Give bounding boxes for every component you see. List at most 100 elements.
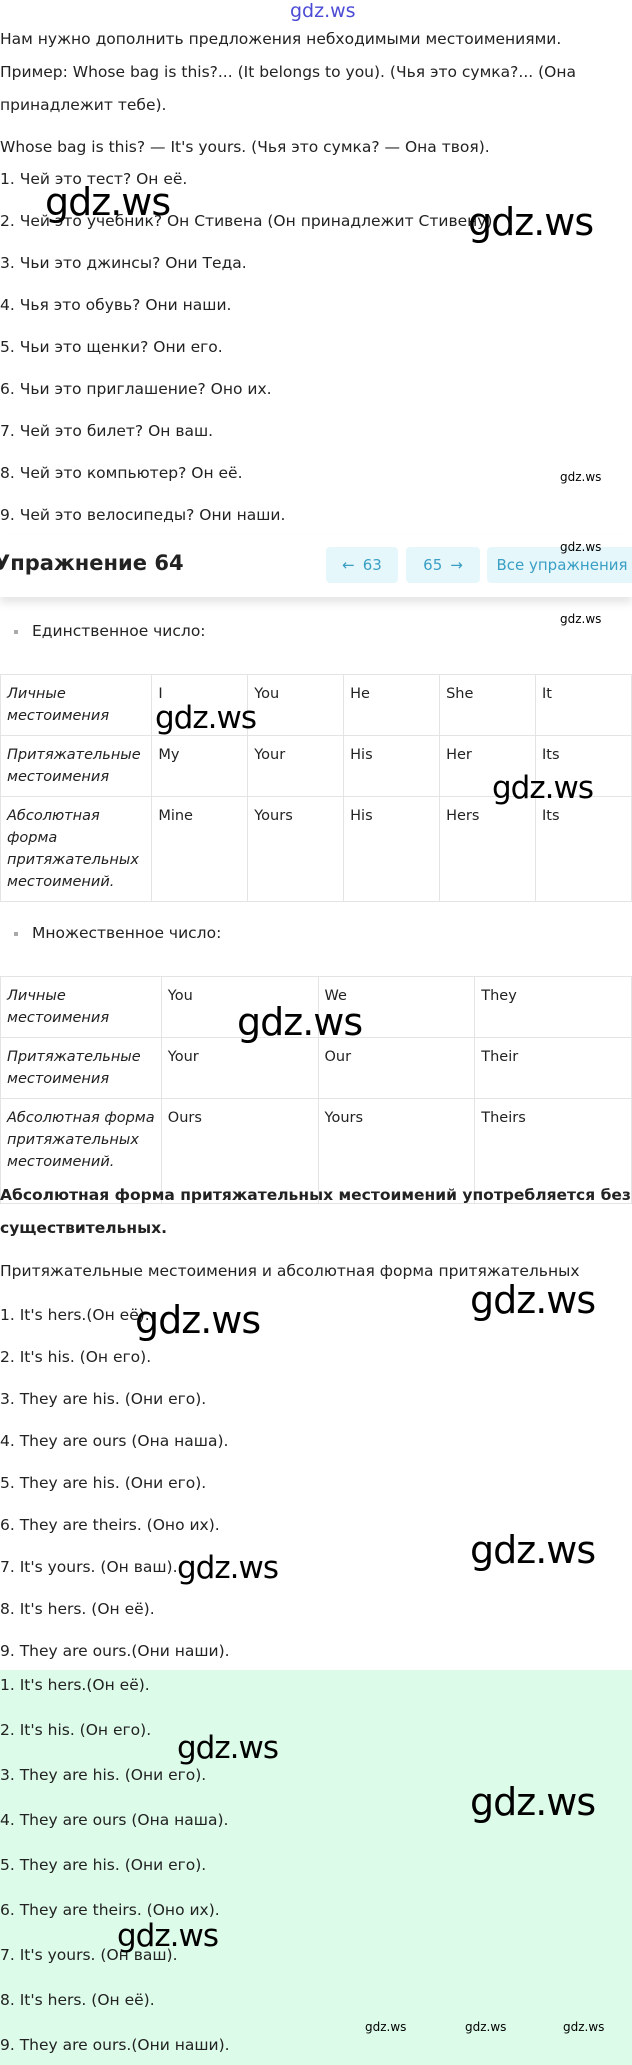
rule-line: существительных.: [0, 1219, 168, 1237]
label-text: Множественное число:: [32, 924, 222, 942]
answer-line: 3. They are his. (Они его).: [0, 1766, 207, 1784]
answer-line: 5. Чьи это щенки? Они его.: [0, 338, 223, 356]
arrow-left-icon: ←: [342, 556, 355, 574]
table-row: Личные местоимения I You He She It: [0, 674, 632, 736]
rule-line: Абсолютная форма притяжательных местоиме…: [0, 1186, 631, 1204]
plural-table: Личные местоимения You We They Притяжательны…: [0, 976, 632, 1204]
table-cell: She: [439, 674, 536, 736]
row-header: Притяжательные местоимения: [0, 735, 153, 797]
page-title: Упражнение 64: [0, 551, 184, 575]
watermark: gdz.ws: [470, 1780, 596, 1824]
answer-line: 9. They are ours.(Они наши).: [0, 1642, 230, 1660]
table-cell: Mine: [151, 796, 249, 902]
table-cell: My: [151, 735, 249, 797]
answer-line: 2. It's his. (Он его).: [0, 1721, 152, 1739]
note: Притяжательные местоимения и абсолютная …: [0, 1262, 580, 1280]
bullet-icon: [14, 931, 18, 936]
next-label: 65: [423, 556, 443, 574]
answer-line: 8. Чей это компьютер? Он её.: [0, 464, 243, 482]
intro-line: Пример: Whose bag is this?... (It belong…: [0, 63, 576, 81]
table-cell: Your: [247, 735, 345, 797]
watermark: gdz.ws: [177, 1730, 279, 1766]
table-cell: They: [474, 976, 632, 1038]
watermark: gdz.ws: [117, 1918, 219, 1954]
table-cell: Theirs: [474, 1098, 632, 1204]
row-header: Абсолютная форма притяжательных местоиме…: [0, 796, 153, 902]
bullet-icon: [14, 629, 18, 634]
answer-line: 8. It's hers. (Он её).: [0, 1991, 155, 2009]
row-header: Абсолютная форма притяжательных местоиме…: [0, 1098, 162, 1204]
row-header: Притяжательные местоимения: [0, 1037, 162, 1099]
prev-label: 63: [362, 556, 382, 574]
table-row: Абсолютная форма притяжательных местоиме…: [0, 796, 632, 902]
watermark: gdz.ws: [560, 470, 602, 484]
table-cell: I: [151, 674, 249, 736]
answer-line: 2. Чей это учебник? Он Стивена (Он прина…: [0, 212, 498, 230]
watermark: gdz.ws: [155, 700, 257, 736]
table-cell: Yours: [247, 796, 345, 902]
next-exercise-button[interactable]: 65 →: [406, 547, 480, 583]
table-cell: He: [343, 674, 441, 736]
table-cell: It: [535, 674, 632, 736]
label-text: Единственное число:: [32, 622, 206, 640]
prev-exercise-button[interactable]: ← 63: [326, 547, 398, 583]
answer-line: 2. It's his. (Он его).: [0, 1348, 152, 1366]
table-cell: Our: [317, 1037, 476, 1099]
answer-line: 4. Чья это обувь? Они наши.: [0, 296, 232, 314]
watermark: gdz.ws: [365, 2020, 407, 2034]
exercise-header: Упражнение 64 ← 63 65 → Все упражнения: [0, 535, 632, 597]
all-exercises-button[interactable]: Все упражнения: [487, 547, 632, 583]
table-cell: Their: [474, 1037, 632, 1099]
answer-line: 9. Чей это велосипеды? Они наши.: [0, 506, 286, 524]
answer-line: 1. It's hers.(Он её).: [0, 1306, 150, 1324]
answer-line: 9. They are ours.(Они наши).: [0, 2036, 230, 2054]
answer-line: 8. It's hers. (Он её).: [0, 1600, 155, 1618]
watermark: gdz.ws: [560, 612, 602, 626]
highlighted-answers: [0, 1670, 632, 2065]
watermark: gdz.ws: [560, 540, 602, 554]
answer-line: 6. They are theirs. (Оно их).: [0, 1901, 220, 1919]
answer-line: 5. They are his. (Они его).: [0, 1474, 207, 1492]
watermark: gdz.ws: [237, 1000, 363, 1044]
singular-label: Единственное число:: [14, 622, 206, 640]
answer-line: 4. They are ours (Она наша).: [0, 1432, 229, 1450]
watermark: gdz.ws: [563, 2020, 605, 2034]
table-cell: Ours: [160, 1098, 319, 1204]
watermark: gdz.ws: [470, 1528, 596, 1572]
row-header: Личные местоимения: [0, 674, 153, 736]
answer-line: 4. They are ours (Она наша).: [0, 1811, 229, 1829]
table-row: Абсолютная форма притяжательных местоиме…: [0, 1098, 632, 1204]
table-cell: Yours: [317, 1098, 476, 1204]
watermark: gdz.ws: [492, 770, 594, 806]
table-cell: His: [343, 735, 441, 797]
answer-line: 3. They are his. (Они его).: [0, 1390, 207, 1408]
intro-line: Whose bag is this? — It's yours. (Чья эт…: [0, 138, 490, 156]
row-header: Личные местоимения: [0, 976, 162, 1038]
table-row: Притяжательные местоимения Your Our Their: [0, 1037, 632, 1099]
intro-line: принадлежит тебе).: [0, 96, 167, 114]
answer-line: 6. Чьи это приглашение? Оно их.: [0, 380, 272, 398]
answer-line: 1. It's hers.(Он её).: [0, 1676, 150, 1694]
watermark: gdz.ws: [177, 1550, 279, 1586]
answer-line: 7. It's yours. (Он ваш).: [0, 1558, 178, 1576]
watermark: gdz.ws: [45, 180, 171, 224]
answer-line: 6. They are theirs. (Оно их).: [0, 1516, 220, 1534]
answer-line: 3. Чьи это джинсы? Они Теда.: [0, 254, 247, 272]
watermark: gdz.ws: [470, 1278, 596, 1322]
arrow-right-icon: →: [450, 556, 463, 574]
table-cell: His: [343, 796, 441, 902]
plural-label: Множественное число:: [14, 924, 221, 942]
table-cell: Its: [535, 735, 632, 797]
site-logo[interactable]: gdz.ws: [290, 0, 356, 22]
intro-line: Нам нужно дополнить предложения небходим…: [0, 30, 562, 48]
watermark: gdz.ws: [468, 200, 594, 244]
table-cell: Your: [160, 1037, 319, 1099]
answer-line: 5. They are his. (Они его).: [0, 1856, 207, 1874]
singular-table: Личные местоимения I You He She It Притяжатель…: [0, 674, 632, 902]
all-label: Все упражнения: [496, 556, 628, 574]
answer-line: 7. It's yours. (Он ваш).: [0, 1946, 178, 1964]
table-cell: Hers: [439, 796, 536, 902]
table-row: Притяжательные местоимения My Your His Her It…: [0, 735, 632, 797]
answer-line: 7. Чей это билет? Он ваш.: [0, 422, 214, 440]
watermark: gdz.ws: [135, 1298, 261, 1342]
